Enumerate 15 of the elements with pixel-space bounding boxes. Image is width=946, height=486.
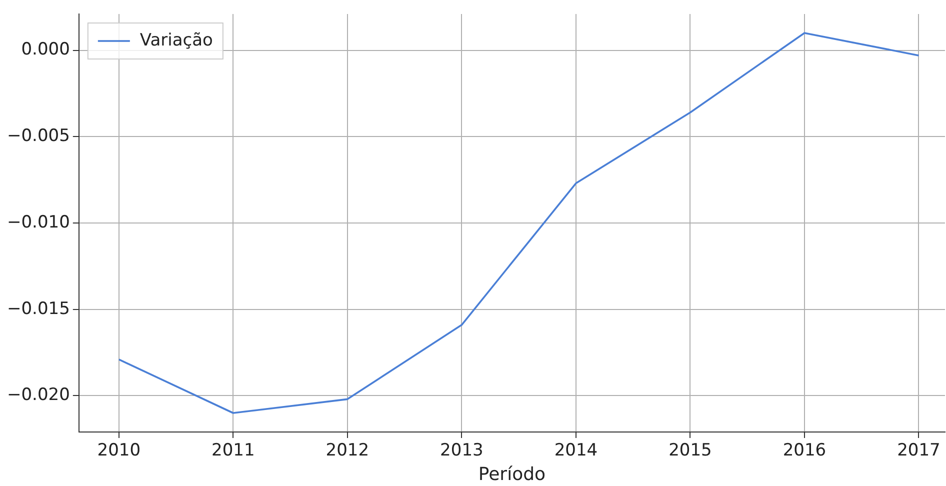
x-tick-label: 2016 bbox=[782, 440, 826, 461]
x-tick-label: 2014 bbox=[554, 440, 598, 461]
x-tick-label: 2015 bbox=[668, 440, 712, 461]
y-tick-label: −0.005 bbox=[6, 126, 70, 146]
y-tick-label: 0.000 bbox=[21, 40, 70, 60]
x-tick-label: 2017 bbox=[897, 440, 940, 461]
y-tick-label: −0.015 bbox=[6, 298, 70, 319]
x-tick-label: 2013 bbox=[440, 440, 484, 461]
y-tick-label: −0.010 bbox=[6, 212, 70, 232]
y-tick-label: −0.020 bbox=[6, 385, 70, 406]
legend-label: Variação bbox=[140, 30, 213, 50]
x-axis-title: Período bbox=[478, 464, 546, 485]
x-tick-label: 2010 bbox=[97, 440, 141, 461]
x-tick-label: 2012 bbox=[326, 440, 370, 461]
x-tick-label: 2011 bbox=[212, 440, 255, 461]
